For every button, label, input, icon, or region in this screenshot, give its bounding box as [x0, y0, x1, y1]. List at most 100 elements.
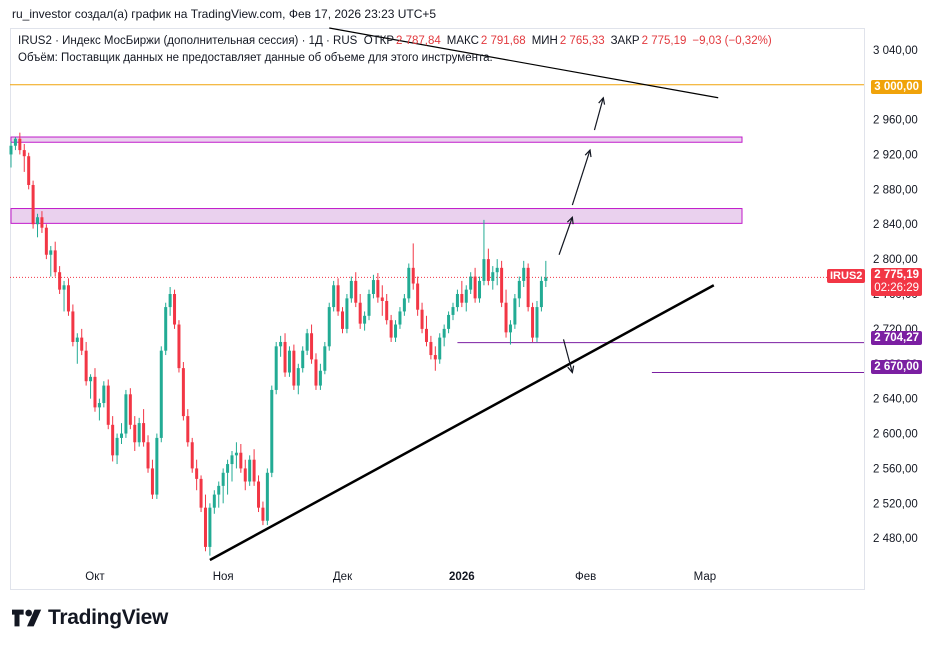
candle [89, 374, 93, 399]
candle-body [327, 307, 331, 347]
candle [44, 224, 48, 260]
candle [301, 346, 305, 373]
candle-body [495, 267, 499, 273]
candle-body [265, 472, 269, 521]
candle-body [398, 311, 402, 325]
resistance-trendline [329, 27, 719, 99]
candle [75, 333, 79, 364]
candle [358, 294, 362, 329]
candle-body [40, 217, 44, 228]
candle-body [261, 507, 265, 521]
candle [296, 363, 300, 395]
candle [398, 307, 402, 329]
candle [486, 248, 490, 286]
arrow-head [584, 148, 592, 158]
candle [416, 276, 420, 316]
candle [164, 302, 168, 356]
candle [433, 346, 437, 371]
candle-body [349, 280, 353, 299]
candle-body [345, 298, 349, 329]
high-label: МАКС [446, 35, 479, 47]
candle [318, 363, 322, 390]
candle [469, 272, 473, 294]
candle-body [464, 289, 468, 303]
candle [283, 333, 287, 377]
candle-body [292, 350, 296, 386]
candle-body [257, 481, 261, 508]
candle-body [124, 394, 128, 434]
candle [367, 289, 371, 321]
candle [252, 449, 256, 486]
y-tick-label: 2 600,00 [873, 429, 918, 441]
candle-body [239, 452, 243, 469]
candle-body [106, 385, 110, 425]
candle [150, 459, 154, 499]
candle-body [133, 424, 137, 443]
candle [508, 320, 512, 345]
last-price-value: 2 775,19 [874, 269, 919, 281]
candle [71, 304, 75, 347]
candle [49, 246, 53, 277]
y-tick-label: 3 040,00 [873, 45, 918, 57]
candle [13, 137, 17, 151]
open-label: ОТКР [363, 35, 395, 47]
x-tick-label: Мар [694, 571, 717, 583]
close-value: 2 775,19 [641, 35, 687, 47]
candle-body [195, 468, 199, 479]
open-value: 2 787,84 [396, 35, 441, 47]
y-tick-label: 2 800,00 [873, 254, 918, 266]
candle-body [177, 324, 181, 369]
x-tick-label: Ноя [213, 571, 234, 583]
candle-body [323, 346, 327, 371]
candle-body [376, 280, 380, 298]
candle-body [18, 138, 22, 151]
candle [97, 398, 101, 421]
candle-body [230, 455, 234, 465]
candle-body [173, 294, 177, 325]
candle [265, 468, 269, 526]
candle-body [522, 267, 526, 281]
candle-body [186, 416, 190, 443]
candle-body [442, 328, 446, 338]
candle-body [142, 423, 146, 443]
candle [93, 368, 97, 412]
candle-body [504, 302, 508, 333]
candle [84, 341, 88, 386]
candle [447, 311, 451, 334]
candle-body [58, 272, 62, 290]
candle [230, 450, 234, 482]
tradingview-logo[interactable]: TradingView [12, 606, 168, 630]
candle-body [97, 403, 101, 408]
trendline-layer [209, 27, 719, 562]
candle [53, 241, 57, 277]
candle-body [279, 341, 283, 347]
candle-body [332, 285, 336, 308]
candle [424, 315, 428, 347]
candle-body [371, 280, 375, 294]
candle-body [199, 478, 203, 508]
candle-body [226, 464, 230, 473]
candle-body [217, 485, 221, 495]
candle-body [234, 452, 238, 456]
close-label: ЗАКР [610, 35, 640, 47]
candle-body [341, 311, 344, 329]
candle [504, 289, 508, 338]
candle-body [44, 227, 48, 255]
candle [31, 180, 35, 229]
candle-body [424, 328, 428, 342]
candle-body [155, 437, 159, 495]
symbol-legend: IRUS2 · Индекс МосБиржи (дополнительная … [18, 35, 778, 47]
candle [146, 435, 150, 473]
candle [212, 490, 216, 514]
candle [363, 311, 367, 331]
candle-body [473, 276, 477, 299]
candle-body [159, 350, 163, 438]
candle-body [314, 359, 318, 386]
candle-body [402, 298, 406, 312]
candle [460, 280, 464, 308]
candle-body [181, 368, 185, 417]
candle [500, 260, 504, 308]
candle [203, 494, 207, 552]
candle [371, 274, 375, 299]
